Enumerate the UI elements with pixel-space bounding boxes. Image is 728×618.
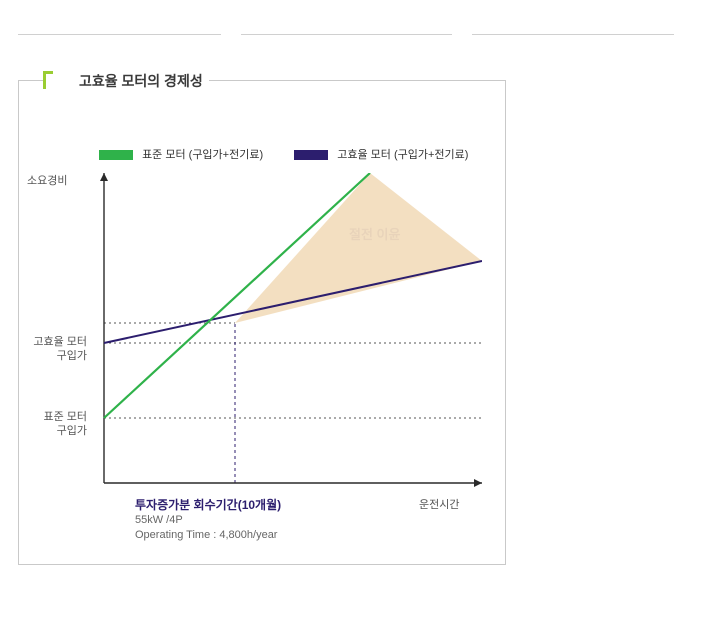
legend-item-he: 고효율 모터 (구입가+전기료) — [294, 146, 468, 162]
panel-title: 고효율 모터의 경제성 — [53, 73, 203, 89]
panel-title-wrap: 고효율 모터의 경제성 — [53, 71, 209, 91]
legend-swatch-std — [99, 150, 133, 160]
chart-legend: 표준 모터 (구입가+전기료) 고효율 모터 (구입가+전기료) — [99, 146, 496, 162]
legend-swatch-he — [294, 150, 328, 160]
legend-label-std: 표준 모터 (구입가+전기료) — [142, 149, 263, 161]
top-separator — [472, 34, 674, 35]
legend-item-std: 표준 모터 (구입가+전기료) — [99, 146, 263, 162]
economy-chart — [92, 173, 482, 493]
spec-text: 55kW /4P Operating Time : 4,800h/year — [135, 513, 277, 543]
spec-line-2: Operating Time : 4,800h/year — [135, 528, 277, 543]
y-mark-label-std-price: 표준 모터 구입가 — [19, 411, 87, 439]
top-separator — [241, 34, 452, 35]
y-mark-label-he-price: 고효율 모터 구입가 — [19, 336, 87, 364]
x-axis-right-label: 운전시간 — [419, 496, 459, 512]
payback-label: 투자증가분 회수기간(10개월) — [135, 496, 281, 513]
spec-line-1: 55kW /4P — [135, 513, 277, 528]
legend-label-he: 고효율 모터 (구입가+전기료) — [337, 149, 468, 161]
top-separator — [18, 34, 221, 35]
y-axis-top-label: 소요경비 — [27, 175, 82, 189]
economy-panel: 고효율 모터의 경제성 표준 모터 (구입가+전기료) 고효율 모터 (구입가+… — [18, 80, 506, 565]
